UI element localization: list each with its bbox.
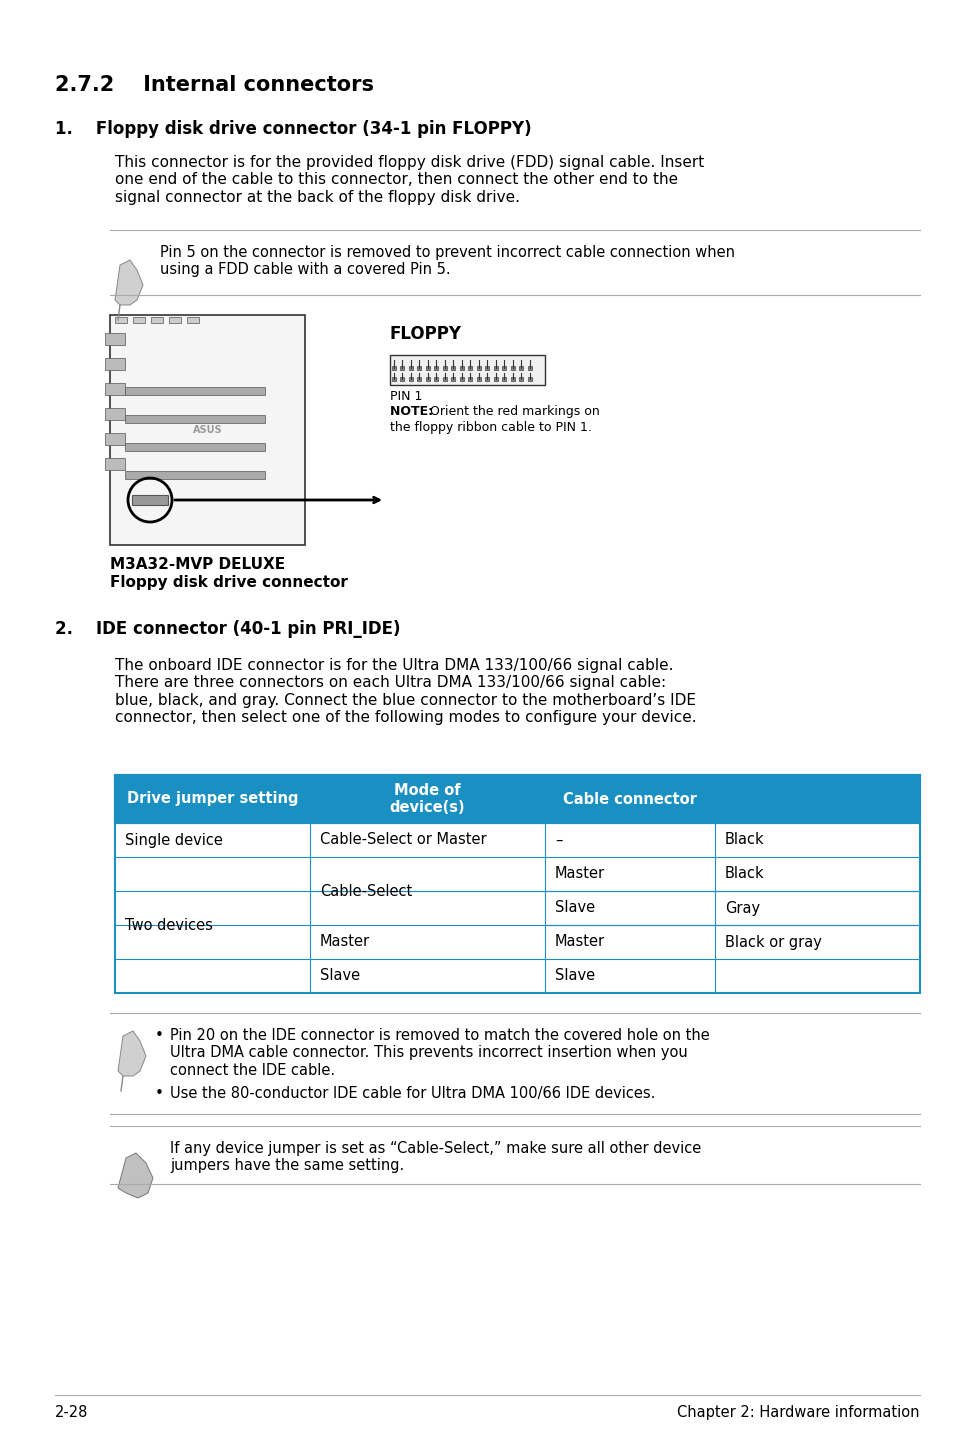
Bar: [151, 316, 163, 324]
Bar: [451, 367, 455, 370]
Bar: [494, 377, 497, 381]
Bar: [105, 433, 125, 444]
Text: Gray: Gray: [724, 900, 760, 916]
Text: Master: Master: [555, 935, 604, 949]
Text: Mode of
device(s): Mode of device(s): [389, 782, 465, 815]
Bar: [511, 367, 515, 370]
Text: Two devices: Two devices: [125, 917, 213, 932]
Bar: [426, 367, 430, 370]
Bar: [527, 377, 532, 381]
Bar: [392, 367, 395, 370]
Text: 2.    IDE connector (40-1 pin PRI_IDE): 2. IDE connector (40-1 pin PRI_IDE): [55, 620, 400, 638]
Text: FLOPPY: FLOPPY: [390, 325, 461, 344]
Text: ASUS: ASUS: [193, 426, 222, 436]
Bar: [125, 387, 265, 395]
Bar: [426, 377, 430, 381]
Text: 2.7.2    Internal connectors: 2.7.2 Internal connectors: [55, 75, 374, 95]
Text: Single device: Single device: [125, 833, 223, 847]
Bar: [451, 377, 455, 381]
Bar: [519, 377, 523, 381]
Text: Cable connector: Cable connector: [562, 791, 697, 807]
Bar: [105, 408, 125, 420]
Text: –: –: [555, 833, 561, 847]
Bar: [105, 457, 125, 470]
Text: Pin 20 on the IDE connector is removed to match the covered hole on the
Ultra DM: Pin 20 on the IDE connector is removed t…: [170, 1028, 709, 1078]
Text: 1.    Floppy disk drive connector (34-1 pin FLOPPY): 1. Floppy disk drive connector (34-1 pin…: [55, 119, 531, 138]
Bar: [519, 367, 523, 370]
Text: the floppy ribbon cable to PIN 1.: the floppy ribbon cable to PIN 1.: [390, 421, 591, 434]
Text: Black or gray: Black or gray: [724, 935, 821, 949]
Polygon shape: [118, 1031, 146, 1076]
Bar: [485, 377, 489, 381]
FancyBboxPatch shape: [110, 315, 305, 545]
Text: If any device jumper is set as “Cable-Select,” make sure all other device
jumper: If any device jumper is set as “Cable-Se…: [170, 1140, 700, 1173]
Bar: [132, 316, 145, 324]
Bar: [476, 367, 480, 370]
Text: Orient the red markings on: Orient the red markings on: [430, 406, 599, 418]
Bar: [169, 316, 181, 324]
Bar: [442, 367, 447, 370]
Text: NOTE:: NOTE:: [390, 406, 437, 418]
Text: Cable-Select or Master: Cable-Select or Master: [319, 833, 486, 847]
Text: Master: Master: [319, 935, 370, 949]
Text: Master: Master: [555, 867, 604, 881]
Bar: [459, 367, 463, 370]
Text: Slave: Slave: [319, 969, 359, 984]
Text: Chapter 2: Hardware information: Chapter 2: Hardware information: [677, 1405, 919, 1419]
Bar: [485, 367, 489, 370]
Bar: [115, 316, 127, 324]
Bar: [125, 472, 265, 479]
Bar: [434, 377, 438, 381]
Text: Black: Black: [724, 867, 763, 881]
Bar: [409, 367, 413, 370]
Bar: [417, 367, 421, 370]
Bar: [476, 377, 480, 381]
Bar: [434, 367, 438, 370]
Bar: [390, 355, 544, 385]
Bar: [409, 377, 413, 381]
Bar: [459, 377, 463, 381]
Polygon shape: [115, 260, 143, 305]
Bar: [468, 367, 472, 370]
Text: Use the 80-conductor IDE cable for Ultra DMA 100/66 IDE devices.: Use the 80-conductor IDE cable for Ultra…: [170, 1086, 655, 1102]
Bar: [442, 377, 447, 381]
Text: PIN 1: PIN 1: [390, 390, 422, 403]
Bar: [511, 377, 515, 381]
Text: Pin 5 on the connector is removed to prevent incorrect cable connection when
usi: Pin 5 on the connector is removed to pre…: [160, 244, 734, 278]
Bar: [105, 383, 125, 395]
Bar: [468, 377, 472, 381]
Bar: [392, 377, 395, 381]
Text: Slave: Slave: [555, 900, 595, 916]
Bar: [400, 377, 404, 381]
Text: Slave: Slave: [555, 969, 595, 984]
Bar: [105, 334, 125, 345]
Bar: [417, 377, 421, 381]
Polygon shape: [118, 1153, 152, 1198]
Text: Floppy disk drive connector: Floppy disk drive connector: [110, 575, 348, 590]
Text: This connector is for the provided floppy disk drive (FDD) signal cable. Insert
: This connector is for the provided flopp…: [115, 155, 703, 204]
Bar: [187, 316, 199, 324]
Bar: [502, 367, 506, 370]
Bar: [400, 367, 404, 370]
Bar: [132, 495, 168, 505]
Bar: [115, 775, 919, 823]
Bar: [125, 416, 265, 423]
Text: Drive jumper setting: Drive jumper setting: [127, 791, 298, 807]
Text: M3A32-MVP DELUXE: M3A32-MVP DELUXE: [110, 557, 285, 572]
Text: 2-28: 2-28: [55, 1405, 89, 1419]
Text: •: •: [154, 1086, 164, 1102]
Bar: [105, 358, 125, 370]
Bar: [527, 367, 532, 370]
Bar: [115, 775, 919, 994]
Text: Black: Black: [724, 833, 763, 847]
Bar: [494, 367, 497, 370]
Text: •: •: [154, 1028, 164, 1043]
Text: The onboard IDE connector is for the Ultra DMA 133/100/66 signal cable.
There ar: The onboard IDE connector is for the Ult…: [115, 659, 696, 725]
Bar: [502, 377, 506, 381]
Text: Cable-Select: Cable-Select: [319, 883, 412, 899]
Bar: [125, 443, 265, 452]
